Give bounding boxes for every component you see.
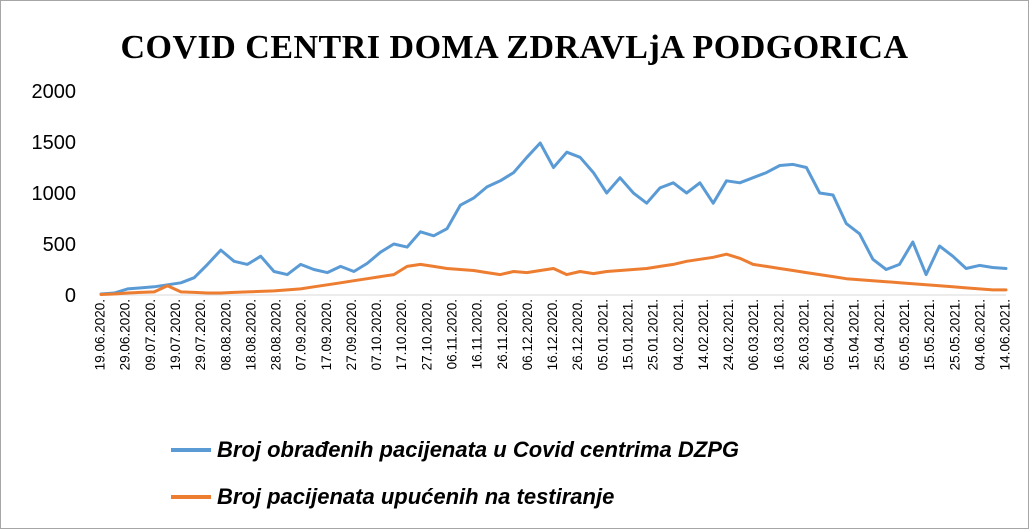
legend-item-series-1: Broj obrađenih pacijenata u Covid centri… [171,437,739,463]
x-tick-label: 16.11.2020. [470,299,485,369]
x-tick-label: 25.04.2021. [872,299,887,370]
x-tick-label: 16.03.2021. [771,299,786,370]
series-line-2 [99,252,1008,296]
x-axis: 19.06.2020. 29.06.2020. 09.07.2020. 19.07.2… [93,294,1013,370]
series-lines [99,141,1008,296]
x-tick-label: 07.09.2020. [294,299,309,370]
chart-title: COVID CENTRI DOMA ZDRAVLjA PODGORICA [120,29,909,66]
y-tick-label: 2000 [32,81,77,103]
x-tick-label: 27.09.2020. [344,299,359,370]
x-tick-label: 05.05.2021. [897,299,912,370]
x-tick-label: 06.12.2020. [520,299,535,370]
legend-label-series-1: Broj obrađenih pacijenata u Covid centri… [217,437,739,462]
x-tick-label: 17.10.2020. [394,299,409,370]
x-tick-label: 17.09.2020. [319,299,334,370]
x-tick-label: 04.02.2021. [671,299,686,370]
x-tick-label: 06.11.2020. [445,299,460,369]
legend-swatch-series-2 [171,495,211,499]
x-tick-label: 14.02.2021. [696,299,711,370]
x-tick-label: 29.06.2020. [118,299,133,370]
x-tick-label: 14.06.2021. [998,299,1013,370]
x-tick-label: 15.05.2021. [922,299,937,370]
x-tick-label: 16.12.2020. [545,299,560,370]
x-tick-label: 09.07.2020. [143,299,158,370]
x-tick-label: 25.05.2021. [947,299,962,370]
x-tick-label: 26.11.2020. [495,299,510,369]
x-tick-label: 26.03.2021. [796,299,811,370]
x-tick-label: 15.01.2021. [620,299,635,370]
series-line-1 [99,141,1008,296]
x-tick-label: 06.03.2021. [746,299,761,370]
x-tick-label: 27.10.2020. [419,299,434,370]
y-tick-label: 0 [65,285,76,307]
x-tick-label: 26.12.2020. [570,299,585,370]
x-tick-label: 25.01.2021. [646,299,661,370]
x-tick-label: 18.08.2020. [243,299,258,370]
legend-item-series-2: Broj pacijenata upućenih na testiranje [171,484,614,510]
y-tick-label: 1000 [32,183,77,205]
x-tick-label: 05.01.2021. [595,299,610,370]
x-tick-label: 29.07.2020. [193,299,208,370]
x-tick-label: 07.10.2020. [369,299,384,370]
x-tick-label: 08.08.2020. [218,299,233,370]
legend-label-series-2: Broj pacijenata upućenih na testiranje [217,484,615,509]
x-tick-label: 19.06.2020. [93,299,108,370]
y-tick-label: 500 [43,234,76,256]
x-tick-label: 04.06.2021. [972,299,987,370]
legend-swatch-series-1 [171,448,211,452]
x-tick-label: 28.08.2020. [269,299,284,370]
x-tick-label: 19.07.2020. [168,299,183,370]
x-tick-label: 05.04.2021. [822,299,837,370]
y-tick-label: 1500 [32,132,77,154]
x-tick-label: 24.02.2021. [721,299,736,370]
y-axis: 2000 1500 1000 500 0 [32,81,77,307]
x-tick-label: 15.04.2021. [847,299,862,370]
